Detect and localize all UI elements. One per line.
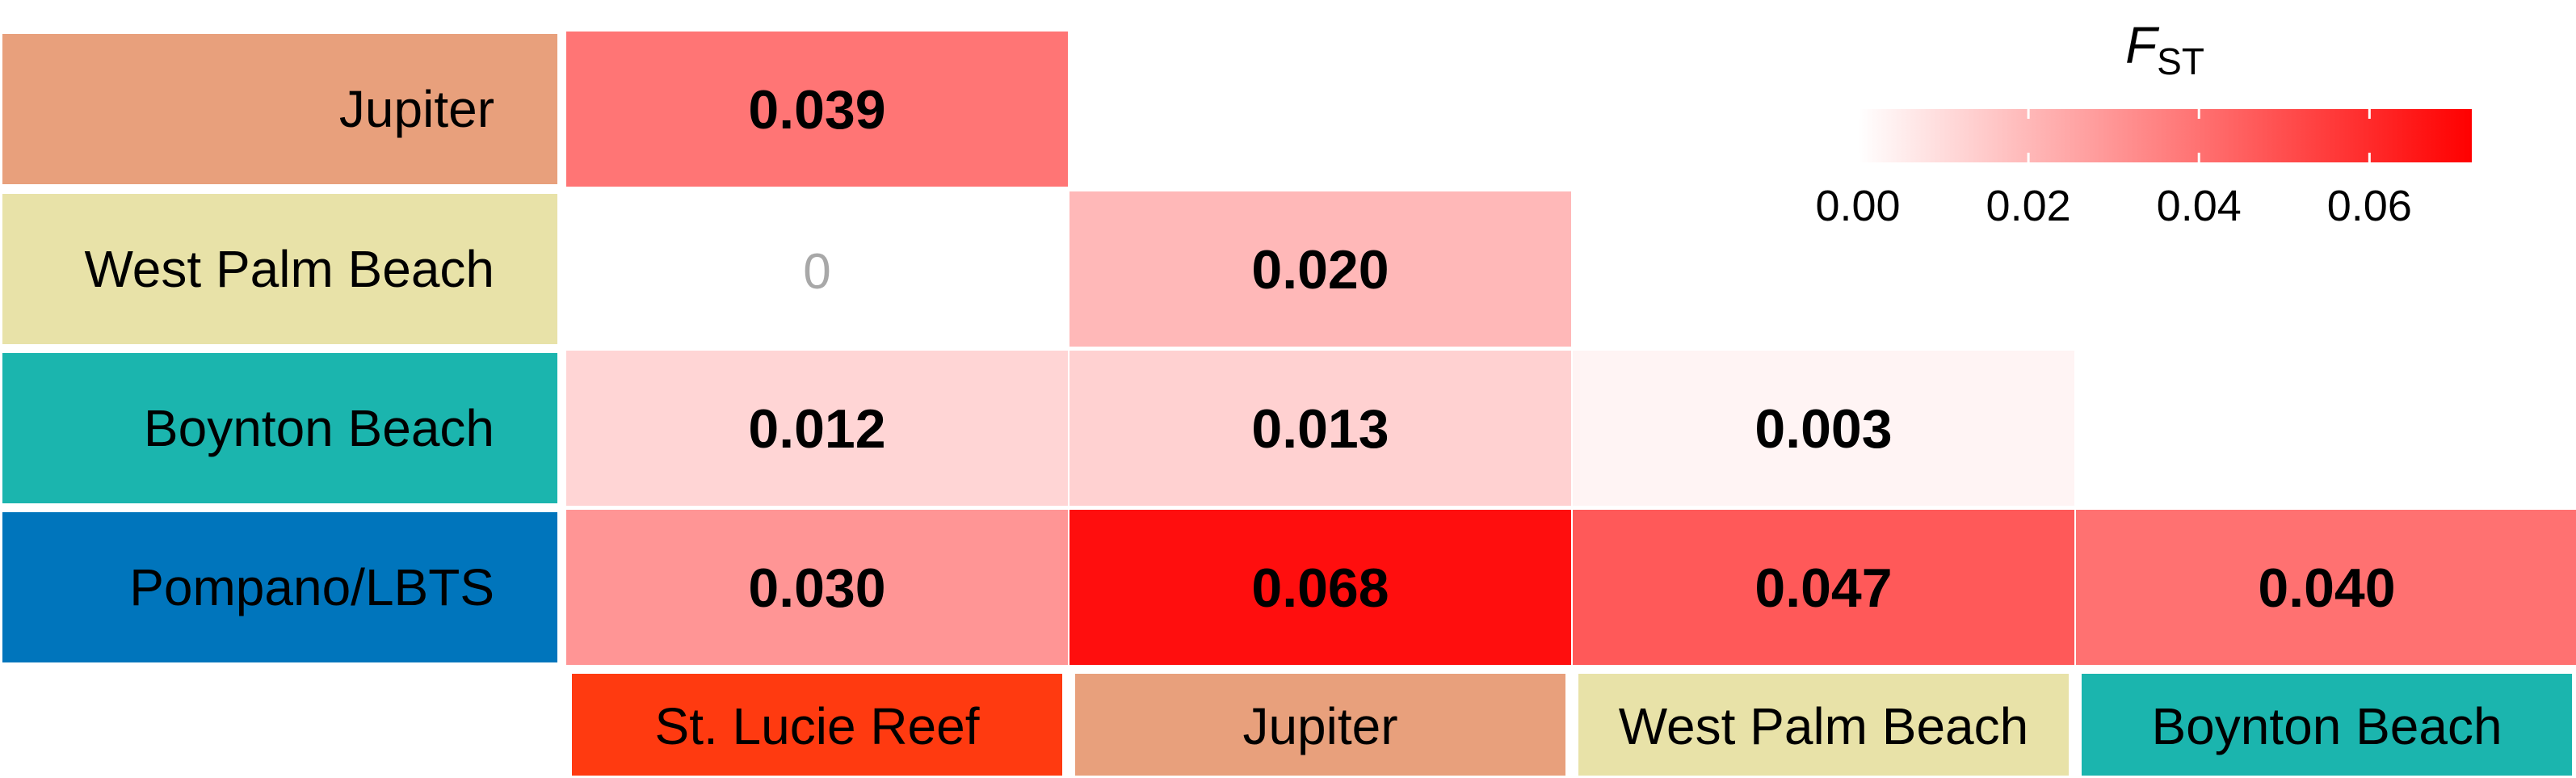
row-label-box [2,353,557,503]
column-label-st-lucie-reef: St. Lucie Reef [572,674,1062,776]
legend-tick-label: 0.06 [2327,182,2412,230]
cell-value-label: 0.047 [1754,557,1892,619]
column-label-west-palm-beach: West Palm Beach [1578,674,2069,776]
cell-fill [1068,508,1573,667]
cell-value-label: 0.013 [1251,398,1389,460]
row-label-box [2,34,557,184]
cell-r3-c1: 0.068 [1068,508,1573,667]
cell-fill [565,349,1069,507]
legend-colorbar [1858,109,2472,162]
cell-fill [565,30,1069,188]
row-label-boynton-beach: Boynton Beach [2,353,557,503]
legend-title-sub: ST [2157,40,2204,82]
cell-fill [2074,508,2576,667]
column-label-jupiter: Jupiter [1075,674,1565,776]
cell-r3-c0: 0.030 [565,508,1069,667]
legend-title: FST [2125,16,2204,82]
cell-value-label: 0.003 [1754,398,1892,460]
column-labels: St. Lucie Reef Jupiter West Palm Beach Boyn… [572,674,2572,776]
cell-r2-c0: 0.012 [565,349,1069,507]
cell-value-label: 0.030 [748,557,885,619]
column-label-text: Jupiter [1242,697,1397,755]
column-label-boynton-beach: Boynton Beach [2082,674,2572,776]
column-label-text: St. Lucie Reef [655,697,980,755]
column-label-box [1075,674,1565,776]
heatmap-cells: 0.039 0 0.020 0.012 0.013 0.003 0.030 0.068 0.04… [565,30,2576,667]
legend-tick-label: 0.00 [1815,182,1900,230]
cell-value-label: 0 [803,244,830,300]
column-label-box [572,674,1062,776]
cell-fill [1571,508,2076,667]
column-label-text: Boynton Beach [2151,697,2502,755]
cell-r3-c3: 0.040 [2074,508,2576,667]
row-label-west-palm-beach: West Palm Beach [2,194,557,344]
cell-r2-c1: 0.013 [1068,349,1573,507]
cell-fill [1068,190,1573,348]
cell-value-label: 0.012 [748,398,885,460]
row-label-text: Boynton Beach [144,399,494,457]
row-labels: Jupiter West Palm Beach Boynton Beach Pompa… [2,34,557,662]
legend-title-main: F [2125,16,2160,74]
cell-fill [1571,349,2076,507]
cell-value-label: 0.068 [1251,557,1389,619]
column-label-text: West Palm Beach [1619,697,2028,755]
row-label-box [2,194,557,344]
cell-r1-c0: 0 [565,190,1069,348]
cell-fill [565,508,1069,667]
cell-value-label: 0.020 [1251,239,1389,301]
fst-legend: FST 0.00 0.02 0.04 0.06 [1815,16,2472,230]
cell-r0-c0: 0.039 [565,30,1069,188]
row-label-text: Jupiter [339,80,494,138]
column-label-box [1578,674,2069,776]
legend-tick-label: 0.02 [1986,182,2071,230]
cell-value-label: 0.040 [2258,557,2395,619]
legend-ticks: 0.00 0.02 0.04 0.06 [1815,109,2412,230]
row-label-pompano-lbts: Pompano/LBTS [2,512,557,662]
cell-value-label: 0.039 [748,79,885,141]
cell-r1-c1: 0.020 [1068,190,1573,348]
cell-r2-c2: 0.003 [1571,349,2076,507]
cell-r3-c2: 0.047 [1571,508,2076,667]
column-label-box [2082,674,2572,776]
row-label-text: Pompano/LBTS [129,558,494,616]
row-label-jupiter: Jupiter [2,34,557,184]
legend-tick-label: 0.04 [2157,182,2242,230]
row-label-text: West Palm Beach [85,240,494,298]
row-label-box [2,512,557,662]
